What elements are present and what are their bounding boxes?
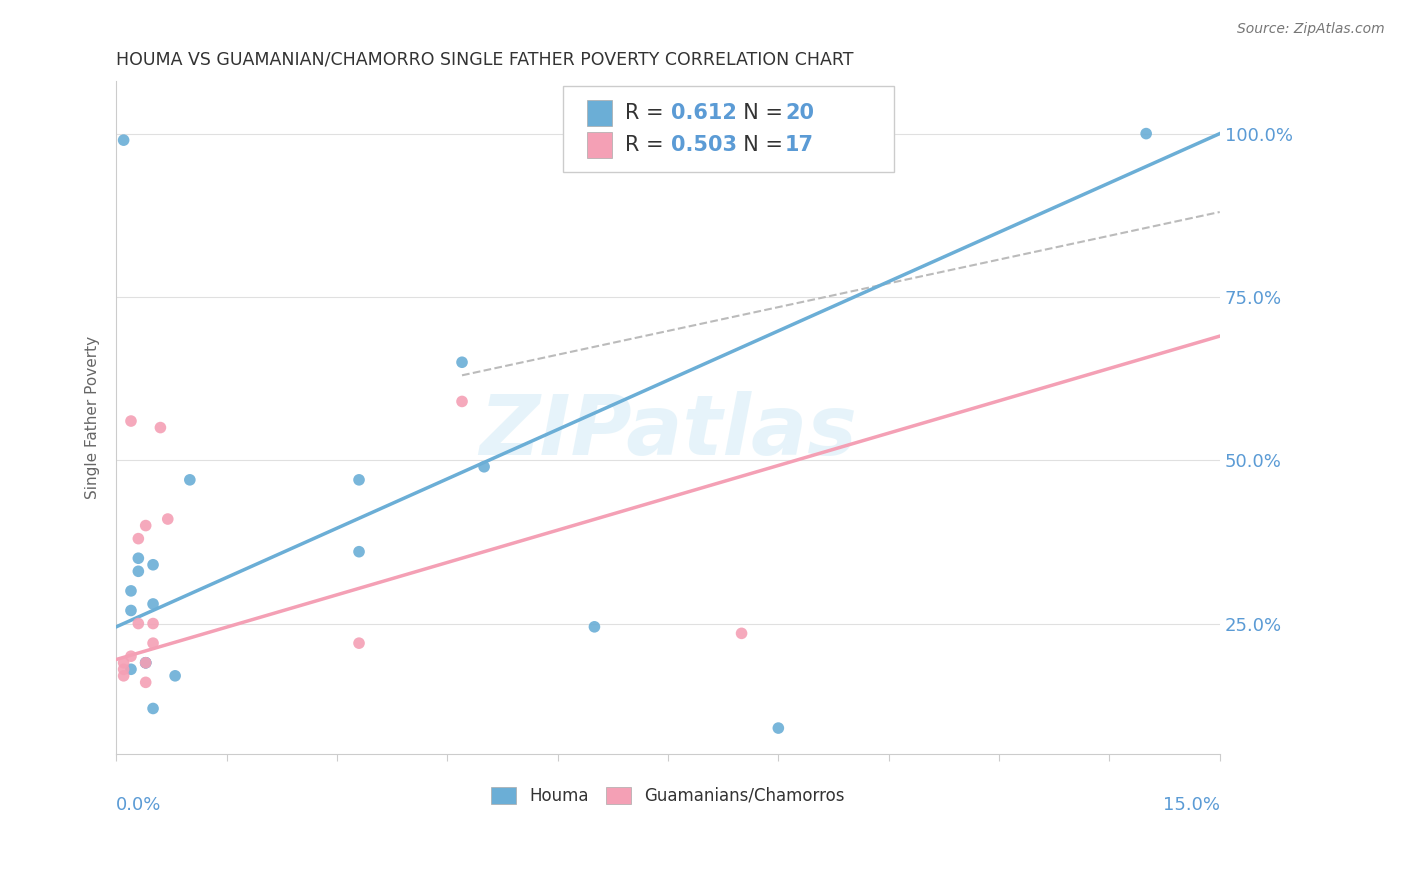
Text: R =: R = [624, 135, 671, 155]
Point [112, 662, 135, 676]
Point [583, 620, 606, 634]
Point [347, 636, 370, 650]
Point [165, 669, 187, 683]
Point [768, 721, 790, 735]
Point [135, 675, 157, 690]
Y-axis label: Single Father Poverty: Single Father Poverty [86, 336, 100, 500]
Legend: Houma, Guamanians/Chamorros: Houma, Guamanians/Chamorros [484, 779, 853, 814]
Text: 17: 17 [785, 135, 814, 155]
Point [156, 512, 179, 526]
Text: 0.0%: 0.0% [117, 796, 162, 814]
Text: Source: ZipAtlas.com: Source: ZipAtlas.com [1237, 22, 1385, 37]
Point [120, 662, 142, 676]
Point [120, 414, 142, 428]
Point [135, 518, 157, 533]
Point [112, 133, 135, 147]
Point [1135, 127, 1157, 141]
Point [120, 603, 142, 617]
Point [142, 558, 165, 572]
Point [347, 473, 370, 487]
Point [135, 656, 157, 670]
Point [112, 656, 135, 670]
Text: N =: N = [730, 135, 789, 155]
Point [135, 656, 157, 670]
Point [120, 583, 142, 598]
Point [127, 616, 149, 631]
Point [127, 564, 149, 578]
Text: HOUMA VS GUAMANIAN/CHAMORRO SINGLE FATHER POVERTY CORRELATION CHART: HOUMA VS GUAMANIAN/CHAMORRO SINGLE FATHE… [117, 51, 853, 69]
Point [135, 656, 157, 670]
Point [127, 532, 149, 546]
Point [179, 473, 201, 487]
FancyBboxPatch shape [588, 132, 612, 158]
Point [472, 459, 495, 474]
Point [112, 669, 135, 683]
Text: N =: N = [730, 103, 789, 123]
Point [142, 616, 165, 631]
Point [127, 551, 149, 566]
Text: 15.0%: 15.0% [1163, 796, 1220, 814]
Text: 0.612: 0.612 [671, 103, 737, 123]
Point [149, 420, 172, 434]
Point [730, 626, 752, 640]
Point [142, 597, 165, 611]
Text: 0.503: 0.503 [671, 135, 737, 155]
Point [142, 701, 165, 715]
Text: R =: R = [624, 103, 671, 123]
FancyBboxPatch shape [588, 100, 612, 126]
Point [451, 394, 474, 409]
Point [451, 355, 474, 369]
Text: 20: 20 [785, 103, 814, 123]
Point [120, 649, 142, 664]
Text: ZIPatlas: ZIPatlas [479, 391, 856, 472]
Point [347, 544, 370, 558]
Point [142, 636, 165, 650]
FancyBboxPatch shape [564, 86, 894, 172]
